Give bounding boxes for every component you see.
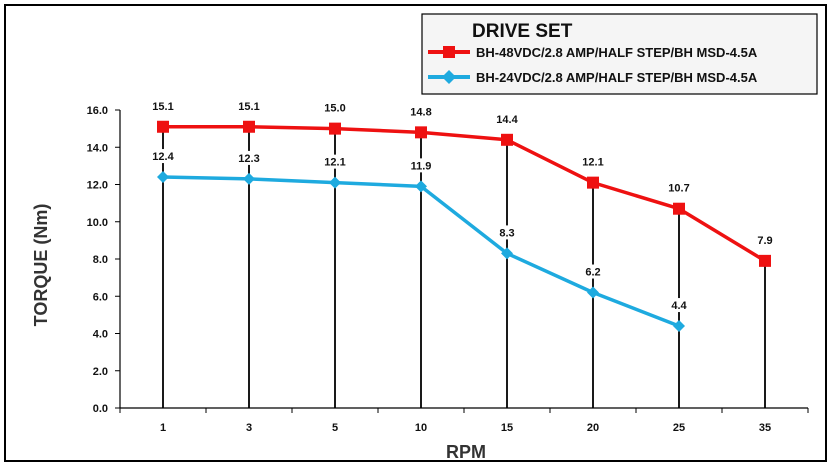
data-label: 15.1 (238, 101, 259, 113)
series-group (157, 120, 771, 267)
y-tick-label: 0.0 (93, 403, 108, 415)
data-label: 14.4 (496, 114, 518, 126)
x-axis-label: RPM (446, 442, 486, 462)
data-label-backing (234, 150, 264, 165)
x-tick-label: 15 (501, 422, 513, 434)
x-tick-label: 25 (673, 422, 685, 434)
y-tick-label: 12.0 (87, 180, 108, 192)
legend-box (421, 13, 818, 95)
data-label-backing (664, 298, 694, 313)
series-line (163, 125, 766, 263)
data-point-diamond (329, 176, 341, 189)
x-tick-label: 3 (246, 422, 252, 434)
legend-item: BH-24VDC/2.8 AMP/HALF STEP/BH MSD-4.5A (428, 70, 758, 85)
data-label: 4.4 (671, 300, 687, 312)
data-labels: 15.1 15.1 15.0 14.8 14.4 12.1 10.7 7.9 12.4 12.3 1… (148, 98, 780, 313)
data-label: 12.1 (324, 157, 345, 169)
data-label: 10.7 (668, 183, 689, 195)
y-tick-label: 2.0 (93, 366, 108, 378)
data-label: 8.3 (499, 227, 514, 239)
x-tick-label: 5 (332, 422, 338, 434)
data-label-backing (750, 232, 780, 247)
data-label-backing (234, 98, 264, 113)
data-label-backing (492, 111, 522, 126)
series (157, 120, 771, 333)
y-tick-label: 14.0 (87, 142, 108, 154)
data-label: 12.1 (582, 157, 603, 169)
data-point-square (415, 126, 427, 139)
data-label-backing (406, 158, 436, 173)
data-point-square (157, 120, 169, 133)
x-tick-label: 20 (587, 422, 599, 434)
legend-marker-diamond (442, 70, 456, 84)
data-label-backing (664, 180, 694, 195)
legend-marker-square (443, 46, 455, 58)
data-point-square (501, 133, 513, 146)
data-point-square (673, 202, 685, 215)
data-point-diamond (673, 320, 685, 333)
data-label-backing (320, 100, 350, 115)
data-label-backing (492, 225, 522, 240)
x-tick-label: 1 (160, 422, 166, 434)
y-axis-label: TORQUE (Nm) (31, 204, 51, 327)
data-point-square (759, 254, 771, 267)
data-point-diamond (157, 171, 169, 184)
x-tick-label: 10 (415, 422, 427, 434)
data-label: 15.0 (324, 103, 345, 115)
data-label-backing (578, 154, 608, 169)
legend-label: BH-48VDC/2.8 AMP/HALF STEP/BH MSD-4.5A (476, 45, 758, 60)
data-label: 15.1 (152, 101, 173, 113)
y-tick-label: 6.0 (93, 291, 108, 303)
data-point-diamond (415, 180, 427, 193)
y-tick-label: 16.0 (87, 105, 108, 117)
x-tick-label: 35 (759, 422, 771, 434)
x-ticks: 1 3 5 10 15 20 25 35 (119, 408, 809, 434)
series-group (157, 171, 685, 333)
data-label: 7.9 (757, 235, 772, 247)
data-label-backing (148, 98, 178, 113)
y-tick-label: 8.0 (93, 254, 108, 266)
data-label: 6.2 (585, 267, 600, 279)
data-label: 12.3 (238, 153, 259, 165)
legend: DRIVE SET BH-48VDC/2.8 AMP/HALF STEP/BH … (421, 13, 818, 95)
data-label-backing (320, 154, 350, 169)
data-label-backing (406, 104, 436, 119)
y-tick-label: 4.0 (93, 329, 108, 341)
data-point-diamond (243, 172, 255, 185)
y-tick-label: 10.0 (87, 217, 108, 229)
data-point-diamond (501, 247, 513, 260)
legend-item: BH-48VDC/2.8 AMP/HALF STEP/BH MSD-4.5A (428, 45, 758, 60)
data-label: 11.9 (411, 160, 432, 172)
data-point-diamond (587, 286, 599, 299)
y-ticks: 0.0 2.0 4.0 6.0 8.0 10.0 12.0 14.0 16.0 (87, 105, 120, 415)
data-point-square (587, 176, 599, 189)
data-label: 12.4 (152, 151, 174, 163)
legend-label: BH-24VDC/2.8 AMP/HALF STEP/BH MSD-4.5A (476, 70, 758, 85)
data-label-backing (148, 149, 178, 164)
legend-title: DRIVE SET (472, 21, 573, 42)
data-point-square (243, 120, 255, 133)
legend-items: BH-48VDC/2.8 AMP/HALF STEP/BH MSD-4.5A BH… (428, 45, 758, 85)
data-label: 14.8 (410, 106, 431, 118)
data-label-backing (578, 264, 608, 279)
data-point-square (329, 122, 341, 135)
